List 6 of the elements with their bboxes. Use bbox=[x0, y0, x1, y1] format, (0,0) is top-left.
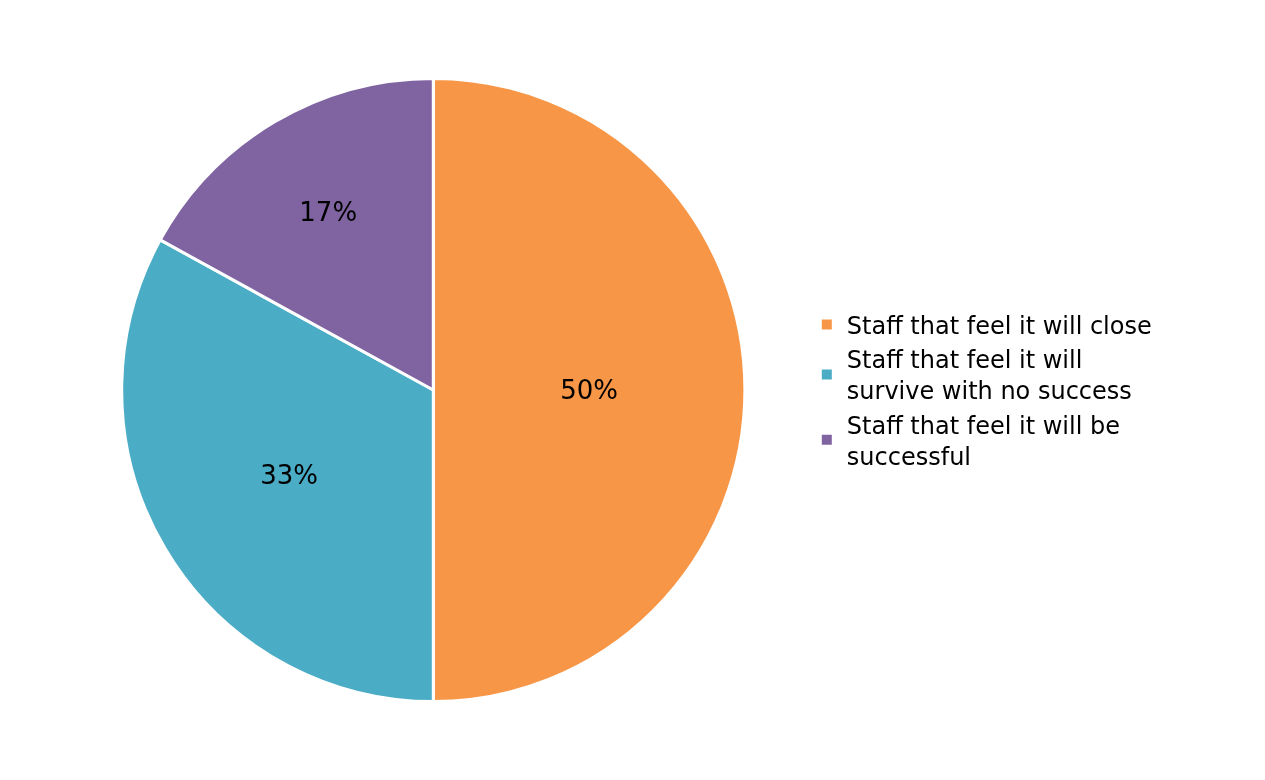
data-label: 50% bbox=[560, 375, 618, 405]
legend-label: Staff that feel it will survive with no success bbox=[846, 346, 1132, 406]
data-label: 33% bbox=[260, 460, 319, 491]
data-label: 17% bbox=[299, 197, 358, 228]
legend-label: Staff that feel it will be successful bbox=[846, 411, 1120, 471]
legend-label: Staff that feel it will close bbox=[846, 311, 1152, 340]
